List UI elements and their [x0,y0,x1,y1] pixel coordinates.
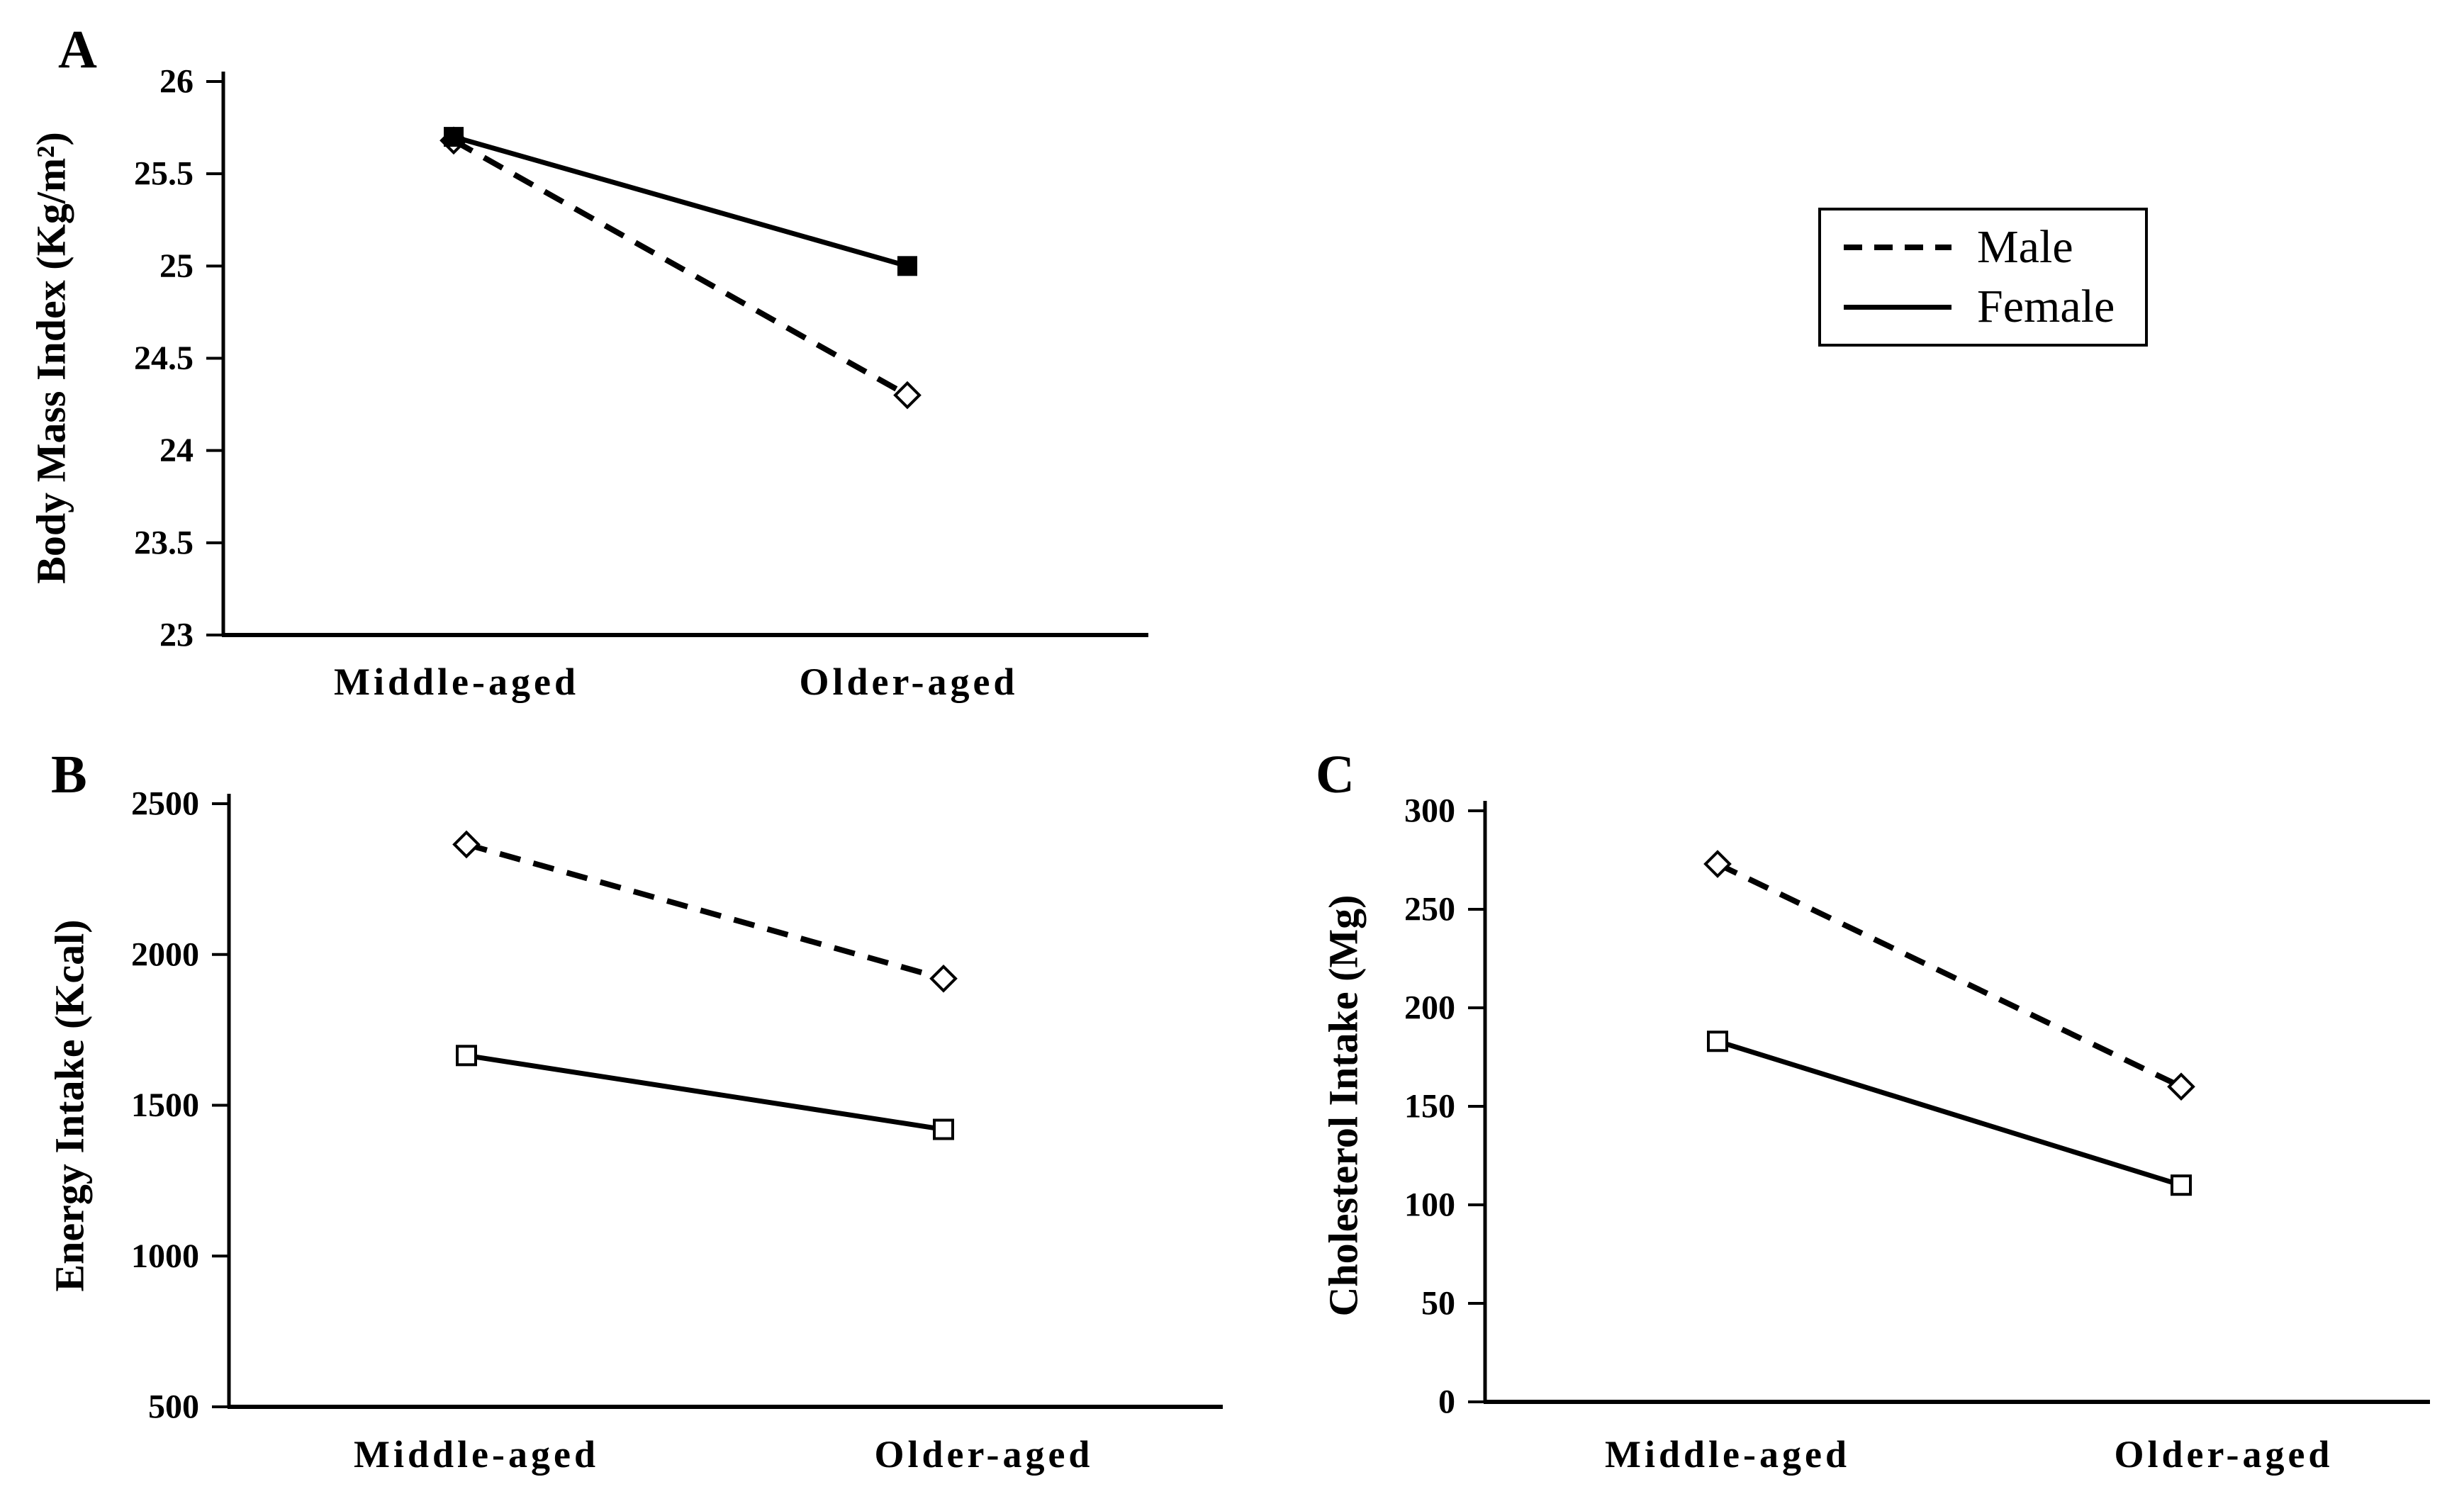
series-line-male [452,137,909,398]
y-tick-label: 23 [159,617,194,654]
y-tick-label: 300 [1404,792,1455,830]
y-tick-label: 24 [159,432,194,469]
y-axis-title: Energy Intake (Kcal) [47,919,93,1291]
y-tick-label: 25 [159,247,194,285]
legend: Male Female [1818,208,2148,347]
legend-female-label: Female [1977,281,2115,332]
legend-male-label: Male [1977,221,2073,273]
data-point-marker-male [452,830,481,859]
y-tick-label: 26 [159,63,194,101]
x-category-label: Older-aged [800,661,1019,703]
panel-letter-b: B [51,745,87,804]
y-tick-label: 500 [148,1388,199,1426]
y-tick-label: 100 [1404,1186,1455,1224]
y-tick-label: 25.5 [134,155,194,193]
y-tick-label: 1000 [131,1237,199,1275]
solid-line-swatch [1844,304,1951,310]
y-tick-label: 0 [1438,1383,1455,1421]
legend-item-male: Male [1844,224,2145,271]
data-point-marker-female [897,256,917,276]
legend-item-female: Female [1844,283,2145,330]
dashed-line-swatch [1844,245,1951,250]
series-line-female [466,1052,944,1132]
x-category-label: Older-aged [875,1433,1094,1476]
panel-letter-a: A [58,20,97,79]
y-tick-label: 2500 [131,785,199,823]
x-category-label: Older-aged [2115,1433,2334,1476]
y-tick-label: 2000 [131,936,199,973]
data-point-marker-female [2171,1174,2192,1196]
data-point-marker-female [456,1045,477,1067]
y-tick-label: 50 [1421,1285,1455,1322]
y-tick-label: 24.5 [134,339,194,377]
panel-a: A 26 25.5 25 24.5 24 23.5 23 Middle-aged Older-ag… [28,20,1148,703]
y-tick-label: 150 [1404,1088,1455,1125]
panel-b: B 2500 2000 1500 1000 500 Middle-aged Older-age… [47,745,1223,1476]
y-tick-label: 23.5 [134,524,194,561]
y-tick-label: 200 [1404,989,1455,1027]
data-point-marker-female [933,1118,954,1140]
y-axis-title: Cholesterol Intake (Mg) [1321,895,1367,1317]
data-point-marker-female [444,127,464,147]
data-point-marker-male [1703,850,1732,878]
data-point-marker-female [1707,1030,1728,1052]
series-line-male [1716,861,2183,1089]
x-category-label: Middle-aged [354,1433,599,1476]
data-point-marker-male [2167,1072,2195,1101]
data-point-marker-male [893,381,922,410]
panel-letter-c: C [1316,745,1355,804]
series-line-female [1716,1038,2183,1188]
data-point-marker-male [929,964,958,993]
x-category-label: Middle-aged [1605,1433,1850,1476]
series-line-male [465,841,945,982]
x-category-label: Middle-aged [334,661,579,703]
y-tick-label: 1500 [131,1086,199,1124]
y-axis-title: Body Mass Index (Kg/m²) [28,132,74,584]
panel-c: C 300 250 200 150 100 50 0 Middle-aged Older-aged… [1316,745,2430,1476]
series-line-female [453,134,908,269]
y-tick-label: 250 [1404,891,1455,928]
